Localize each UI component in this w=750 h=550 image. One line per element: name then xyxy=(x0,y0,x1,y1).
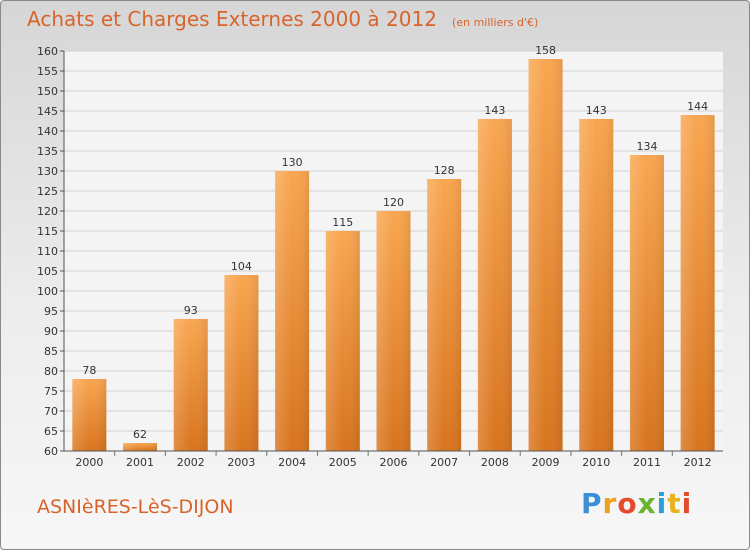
chart-title: Achats et Charges Externes 2000 à 2012 xyxy=(27,7,437,31)
y-tick-label: 155 xyxy=(37,65,58,78)
data-label: 130 xyxy=(282,156,303,169)
bar-shade xyxy=(224,275,259,451)
logo-letter: i xyxy=(681,487,693,520)
title-block: Achats et Charges Externes 2000 à 2012 (… xyxy=(27,7,538,31)
commune-name: ASNIèRES-LèS-DIJON xyxy=(37,496,234,518)
y-tick-label: 90 xyxy=(44,325,58,338)
y-axis: 60 65 70 75 80 85 90 95 100 105 110 115 120 125 130 135… xyxy=(37,45,65,458)
y-tick-label: 80 xyxy=(44,365,58,378)
y-tick-label: 60 xyxy=(44,445,58,458)
y-tick-label: 140 xyxy=(37,125,58,138)
bar-shade xyxy=(427,179,462,451)
bars: 78 62 93 104 130 115 120 128 143 158 143 134 144 xyxy=(72,44,715,451)
proxiti-logo: Proxiti xyxy=(581,487,692,520)
y-tick-label: 105 xyxy=(37,265,58,278)
y-tick-label: 85 xyxy=(44,345,58,358)
x-tick-label: 2005 xyxy=(329,456,357,469)
y-tick-label: 75 xyxy=(44,385,58,398)
data-label: 120 xyxy=(383,196,404,209)
bar-shade xyxy=(376,211,411,451)
x-tick-label: 2004 xyxy=(278,456,306,469)
data-label: 62 xyxy=(133,428,147,441)
y-tick-label: 100 xyxy=(37,285,58,298)
data-label: 144 xyxy=(687,100,708,113)
logo-letter: i xyxy=(656,487,668,520)
y-tick-label: 95 xyxy=(44,305,58,318)
y-tick-label: 115 xyxy=(37,225,58,238)
x-axis: 2000 2001 2002 2003 2004 2005 2006 2007 2008 2009… xyxy=(64,450,723,469)
data-label: 115 xyxy=(332,216,353,229)
bar-shade xyxy=(528,59,563,451)
logo-letter: t xyxy=(667,487,682,520)
x-tick-label: 2003 xyxy=(227,456,255,469)
x-tick-label: 2001 xyxy=(126,456,154,469)
data-label: 143 xyxy=(484,104,505,117)
y-tick-label: 65 xyxy=(44,425,58,438)
data-label: 143 xyxy=(586,104,607,117)
logo-letter: o xyxy=(617,487,638,520)
bar-shade xyxy=(629,155,664,451)
y-tick-label: 125 xyxy=(37,185,58,198)
x-tick-label: 2007 xyxy=(430,456,458,469)
unit-note: (en milliers d'€) xyxy=(452,16,539,29)
bar-shade xyxy=(173,319,208,451)
logo-letter: r xyxy=(602,487,618,520)
y-tick-label: 130 xyxy=(37,165,58,178)
x-tick-label: 2010 xyxy=(582,456,610,469)
y-tick-label: 145 xyxy=(37,105,58,118)
bar-shade xyxy=(477,119,512,451)
data-label: 134 xyxy=(636,140,657,153)
bar-shade xyxy=(72,379,107,451)
x-tick-label: 2000 xyxy=(75,456,103,469)
data-label: 93 xyxy=(184,304,198,317)
bar-shade xyxy=(325,231,360,451)
data-label: 104 xyxy=(231,260,252,273)
x-tick-label: 2002 xyxy=(177,456,205,469)
y-tick-label: 135 xyxy=(37,145,58,158)
data-label: 158 xyxy=(535,44,556,57)
y-tick-label: 110 xyxy=(37,245,58,258)
x-tick-label: 2011 xyxy=(633,456,661,469)
x-tick-label: 2012 xyxy=(684,456,712,469)
data-label: 78 xyxy=(82,364,96,377)
y-tick-label: 120 xyxy=(37,205,58,218)
logo-letter: x xyxy=(637,487,657,520)
y-tick-label: 160 xyxy=(37,45,58,58)
x-tick-label: 2006 xyxy=(380,456,408,469)
bar-shade xyxy=(680,115,715,451)
logo-letter: P xyxy=(581,487,603,520)
bar-shade xyxy=(275,171,310,451)
x-tick-label: 2008 xyxy=(481,456,509,469)
y-tick-label: 70 xyxy=(44,405,58,418)
data-label: 128 xyxy=(434,164,455,177)
bar-shade xyxy=(579,119,614,451)
bar-shade xyxy=(123,443,158,451)
x-tick-label: 2009 xyxy=(532,456,560,469)
y-tick-label: 150 xyxy=(37,85,58,98)
